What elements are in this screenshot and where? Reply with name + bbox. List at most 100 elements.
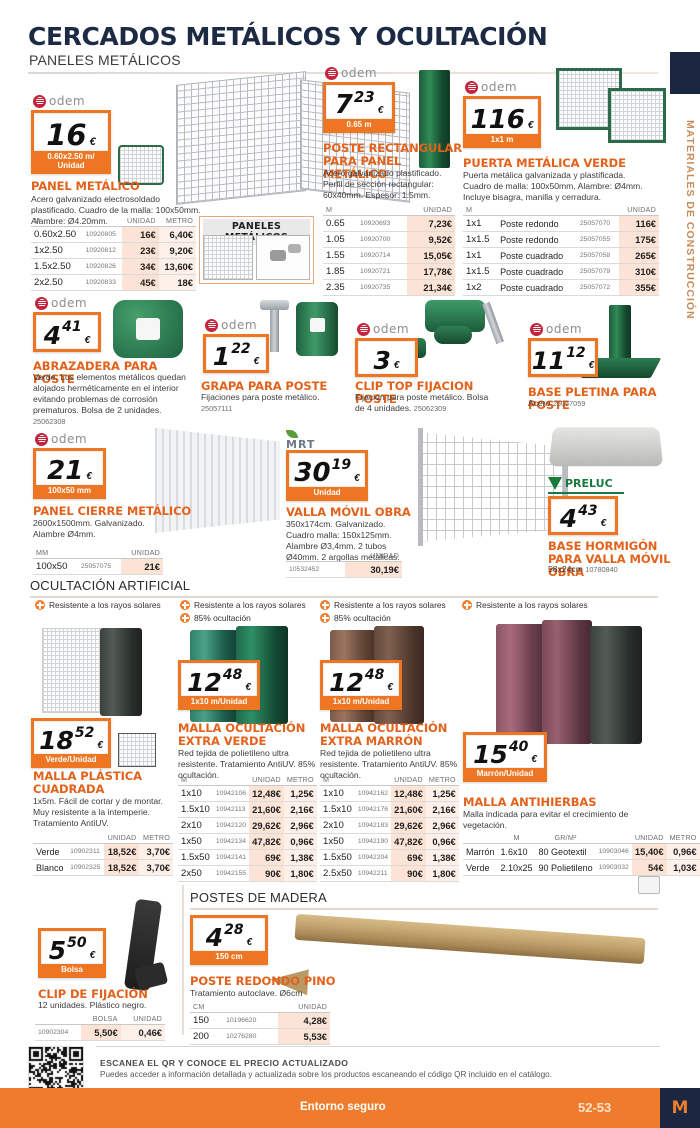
price-note: 1x10 m/Unidad <box>190 697 248 706</box>
table-cell: 1x1 <box>463 247 498 264</box>
table-cell: 6,40€ <box>158 226 196 243</box>
tbody-malla-marron: 1x10 10942162 12,48€ 1,25€ 1.5x10 10942176 21,… <box>320 785 459 882</box>
price-tag-poste-rectangular: 7 23 € 0.65 m <box>323 82 395 134</box>
price-integer: 3 <box>373 346 391 376</box>
th-unidad: UNIDAD <box>104 833 140 844</box>
table-cell: 310€ <box>618 263 659 280</box>
table-row: 1.05 10920700 9,52€ <box>323 231 455 248</box>
price-integer: 30 <box>294 458 331 489</box>
price-integer: 116 <box>470 105 525 136</box>
table-cell: 1.5x10 <box>178 801 213 818</box>
th-unidad: UNIDAD <box>121 216 159 227</box>
th-blank <box>463 833 498 844</box>
table-cell: 10920826 <box>82 258 122 275</box>
table-cell: 3,70€ <box>139 843 173 860</box>
table-cell: 0,96€ <box>425 833 459 850</box>
table-row: 1x10 10942106 12,48€ 1,25€ <box>178 785 317 802</box>
product-title-clip-top: CLIP TOP FIJACION POSTE <box>355 379 474 406</box>
tbody-poste-madera: 150 10196620 4,28€ 200 10276280 5,53€ <box>190 1012 330 1045</box>
poste-rectangular-image <box>419 70 450 168</box>
brand-vipreluc: PRELUC <box>548 477 613 490</box>
table-cell: 1.6x10 <box>497 843 536 860</box>
feature-label: Resistente a los rayos solares <box>49 600 161 610</box>
table-cell: 5,53€ <box>277 1028 330 1045</box>
product-ref: 25057059 <box>552 399 586 408</box>
th-blank2 <box>67 833 105 844</box>
price-tag-panel-metalico: 16 € 0.60x2.50 m/ Unidad <box>31 110 111 175</box>
table-cell: 0,96€ <box>283 833 317 850</box>
price-cents: 23 <box>353 88 375 106</box>
table-panel-cierre: MM UNIDAD 100x50 25057075 21€ <box>33 548 163 575</box>
table-cell: 34€ <box>121 258 159 275</box>
tbody-panel-cierre: 100x50 25057075 21€ <box>33 558 163 575</box>
base-pletina-post <box>609 305 631 365</box>
section-divider-ocultacion <box>30 596 658 598</box>
table-row: 2.35 10920735 21,34€ <box>323 279 455 296</box>
odem-logo-icon <box>530 322 543 336</box>
malla-plastica-thumb <box>118 733 156 767</box>
malla-antihierbas-image-1 <box>496 624 544 742</box>
table-row: Marrón 1.6x10 80 Geotextil 10903046 15,40€ 0,… <box>463 843 700 860</box>
brand-name: MRT <box>286 438 316 451</box>
brand-odem-7: odem <box>530 322 582 336</box>
table-cell: 15,05€ <box>407 247 455 264</box>
table-cell: 18€ <box>158 274 196 291</box>
table-cell: 10196620 <box>223 1012 278 1029</box>
clip-top-screw <box>482 301 504 345</box>
euro-symbol: € <box>89 950 96 961</box>
feature-label: 85% ocultación <box>194 613 251 623</box>
odem-logo-icon <box>357 322 370 336</box>
price-integer: 5 <box>48 936 67 966</box>
odem-logo-icon <box>33 94 46 108</box>
table-cell: 1x50 <box>320 833 355 850</box>
brand-name: odem <box>221 318 258 332</box>
table-cell: 2,96€ <box>283 817 317 834</box>
product-title-malla-plastica: MALLA PLÁSTICA CUADRADA <box>33 769 142 796</box>
table-poste-rectangular: M UNIDAD 0.65 10920693 7,23€ 1.05 10920700 9,… <box>323 205 455 296</box>
table-cell: 10920735 <box>357 279 408 296</box>
price-tag-malla-verde: 12 48 € 1x10 m/Unidad <box>178 660 260 711</box>
table-cell: 17,78€ <box>407 263 455 280</box>
th-blank <box>354 775 392 786</box>
table-cell: 7,23€ <box>407 215 455 232</box>
th-unidad: UNIDAD <box>631 833 667 844</box>
th-metro: METRO <box>158 216 196 227</box>
table-cell: 0,96€ <box>666 843 700 860</box>
mrt-leaf-icon <box>286 430 298 438</box>
th-blank2 <box>595 833 632 844</box>
grapa-screw-image <box>270 304 279 352</box>
desc-text: Acero <box>528 398 551 408</box>
th-grm2: GR/M² <box>535 833 596 844</box>
table-cell: 10942176 <box>354 801 392 818</box>
table-cell: 10942106 <box>212 785 250 802</box>
th-mm: MM <box>33 548 78 559</box>
table-cell: 2x50 <box>178 865 213 882</box>
table-cell: 47,82€ <box>391 833 426 850</box>
table-cell: 10920805 <box>82 226 122 243</box>
qr-subtitle: Puedes acceder a información detallada y… <box>100 1070 552 1079</box>
euro-symbol: € <box>393 360 400 371</box>
panel-metalico-thumb <box>118 145 164 185</box>
table-row: 2x10 10942183 29,62€ 2,96€ <box>320 817 459 834</box>
price-integer: 11 <box>531 347 566 376</box>
table-row: 0.65 10920693 7,23€ <box>323 215 455 232</box>
table-row: 1.5x10 10942113 21,60€ 2,16€ <box>178 801 317 818</box>
euro-symbol: € <box>245 682 251 693</box>
table-row: 0.60x2.50 10920805 16€ 6,40€ <box>31 226 196 243</box>
table-row: 2x10 10942120 29,62€ 2,96€ <box>178 817 317 834</box>
brand-name: odem <box>51 432 88 446</box>
table-cell: 69€ <box>249 849 284 866</box>
table-cell: 23€ <box>121 242 159 259</box>
table-cell: 29,62€ <box>249 817 284 834</box>
brand-name: odem <box>51 296 88 310</box>
price-integer: 16 <box>46 118 87 153</box>
table-cell: 25057079 <box>576 263 619 280</box>
table-cell: 15,40€ <box>631 843 667 860</box>
th-m: M <box>320 775 355 786</box>
th-unidad: UNIDAD <box>121 548 163 559</box>
tbody-valla-movil: 10532452 30,19€ <box>286 561 402 578</box>
table-cell: 1x1.5 <box>463 263 498 280</box>
table-cell: 25057075 <box>77 558 122 575</box>
price-cents: 43 <box>578 503 598 519</box>
table-row: 2x50 10942155 90€ 1,80€ <box>178 865 317 882</box>
